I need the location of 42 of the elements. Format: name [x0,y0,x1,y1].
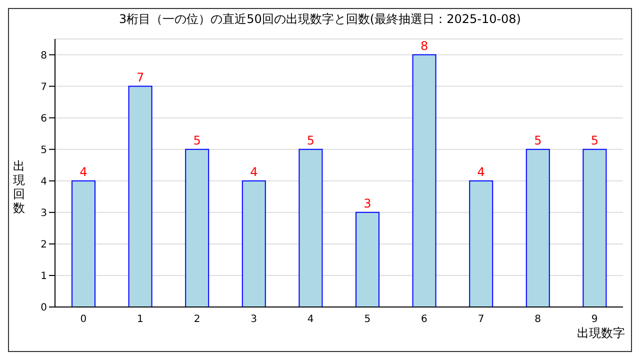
x-tick-label: 1 [137,314,144,326]
bar [412,54,436,307]
x-tick-label: 2 [194,314,200,326]
x-tick-label: 8 [534,314,541,326]
bar [242,180,266,307]
y-tick-label: 7 [40,82,47,93]
bar [72,180,96,307]
y-tick-label: 2 [40,239,47,250]
y-tick-label: 3 [40,208,47,219]
x-tick-label: 5 [364,314,371,326]
data-label: 3 [364,196,372,210]
data-label: 4 [250,164,258,179]
y-tick-label: 0 [40,302,47,314]
bar [128,86,152,307]
x-tick-label: 6 [421,314,428,326]
data-label: 5 [306,133,315,148]
x-tick-label: 4 [307,314,314,326]
chart-title: 3桁目（一の位）の直近50回の出現数字と回数(最終抽選日：2025-10-08) [118,11,522,28]
data-label: 5 [590,133,599,148]
y-tick-label: 1 [40,271,47,282]
bar [298,148,323,307]
data-label: 4 [477,164,485,179]
bar [469,180,494,307]
bar [582,148,607,307]
data-label: 5 [534,133,542,148]
data-label: 7 [136,70,144,84]
y-tick-label: 6 [40,113,47,124]
y-tick-label: 8 [40,50,47,62]
x-tick-label: 3 [250,314,257,326]
x-tick-label: 0 [80,314,87,326]
bar [526,148,550,307]
bar [356,212,380,307]
y-tick-label: 5 [40,144,47,156]
data-label: 4 [80,164,88,179]
x-axis-title: 出現数字 [577,325,625,342]
y-axis-title: 出現回数 [12,159,26,215]
x-tick-label: 7 [478,314,484,326]
bar [185,148,210,307]
x-tick-label: 9 [591,314,598,326]
data-label: 5 [193,133,201,148]
data-label: 8 [420,38,428,53]
y-tick-label: 4 [40,176,47,188]
